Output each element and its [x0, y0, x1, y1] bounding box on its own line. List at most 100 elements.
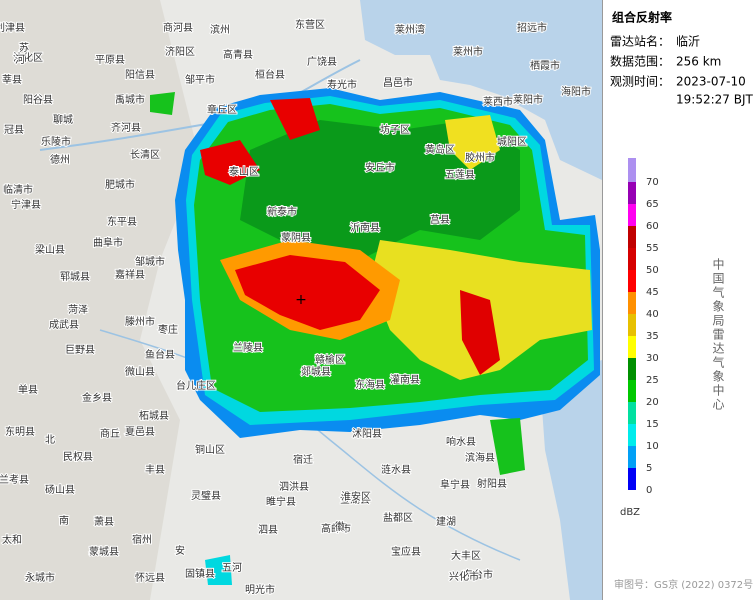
- place-label: 海阳市: [561, 85, 591, 98]
- legend-swatch: [628, 158, 636, 182]
- place-label: 乐陵市: [41, 135, 71, 148]
- place-label: 宝应县: [391, 545, 421, 558]
- legend-tick-label: 10: [646, 441, 659, 452]
- place-label: 宁津县: [11, 198, 41, 211]
- legend-swatch: [628, 226, 636, 248]
- place-label: 东海县: [355, 378, 385, 391]
- legend-tick-label: 60: [646, 221, 659, 232]
- place-label: 栖霞市: [530, 59, 560, 72]
- place-label: 聊城: [53, 113, 73, 126]
- info-panel: 组合反射率 雷达站名： 临沂 数据范围： 256 km 观测时间： 2023-0…: [602, 0, 756, 600]
- legend-swatch: [628, 424, 636, 446]
- legend-tick-label: 50: [646, 265, 659, 276]
- place-label: 郓城县: [60, 271, 90, 283]
- river: [99, 329, 521, 561]
- legend-tick-label: 65: [646, 199, 659, 210]
- place-label: 莘县: [2, 73, 22, 86]
- place-label: 枣庄: [158, 323, 178, 336]
- legend-swatch: [628, 446, 636, 468]
- place-label: 桓台县: [255, 68, 285, 81]
- place-label: 莱州市: [453, 45, 483, 58]
- legend-swatch: [628, 292, 636, 314]
- time-label: 观测时间：: [610, 75, 670, 89]
- place-label: 招远市: [517, 21, 547, 34]
- radar-site-marker: +: [295, 292, 307, 308]
- place-label: 蒙阴县: [281, 231, 311, 244]
- place-label: 柘城县: [139, 409, 169, 422]
- place-label: 肥城市: [105, 178, 135, 191]
- place-label: 黄岛区: [425, 143, 455, 156]
- place-label: 赣榆区: [315, 353, 345, 366]
- legend-tick-label: 70: [646, 177, 659, 188]
- place-label: 寿光市: [327, 78, 357, 91]
- place-label: 嘉祥县: [115, 268, 145, 281]
- place-label: 鱼台县: [145, 348, 175, 361]
- place-label: 砀山县: [45, 484, 75, 496]
- place-label: 曲阜市: [93, 236, 123, 249]
- radar-echo: [150, 88, 600, 585]
- place-label: 宿迁: [293, 453, 313, 466]
- legend-tick-label: 30: [646, 353, 659, 364]
- echo-red: [270, 98, 320, 140]
- legend-swatch: [628, 270, 636, 292]
- legend-swatch: [628, 182, 636, 204]
- place-label: 利津县: [0, 22, 25, 34]
- time: 19:52:27 BJT: [676, 93, 753, 107]
- place-label: 高邮市: [321, 522, 351, 535]
- place-label: 菏泽: [68, 304, 88, 316]
- place-label: 东平县: [107, 215, 137, 228]
- place-label: 平原县: [95, 54, 125, 66]
- echo-green: [150, 92, 175, 115]
- place-label: 微山县: [125, 365, 155, 378]
- place-label: 阳谷县: [23, 94, 53, 106]
- place-label: 丰县: [145, 463, 165, 476]
- range-label: 数据范围：: [610, 54, 670, 69]
- legend-swatch: [628, 248, 636, 270]
- agency: 中国气象局雷达气象中心: [711, 257, 725, 412]
- place-label: 德州: [50, 153, 70, 166]
- legend-tick-label: 25: [646, 375, 659, 386]
- place-label: 郯城县: [301, 365, 331, 378]
- place-label: 沂南县: [350, 221, 380, 234]
- range: 256 km: [676, 55, 721, 69]
- place-label: 五莲县: [445, 169, 475, 181]
- place-label: 金乡县: [82, 391, 112, 404]
- place-label: 东明县: [5, 425, 35, 438]
- legend-swatch: [628, 204, 636, 226]
- place-label: 滨州: [210, 23, 230, 36]
- legend-unit: dBZ: [620, 507, 640, 518]
- legend-tick-label: 20: [646, 397, 659, 408]
- place-label: 明光市: [245, 583, 275, 596]
- place-label: 泗洪县: [279, 481, 309, 493]
- place-label: 响水县: [446, 435, 476, 448]
- place-label: 萧县: [94, 516, 114, 528]
- legend-swatch: [628, 358, 636, 380]
- echo-red: [200, 140, 260, 185]
- place-label: 金湖县: [340, 493, 370, 506]
- echo-yellow: [445, 115, 500, 170]
- place-label: 巨野县: [65, 344, 95, 356]
- sea: [540, 360, 602, 600]
- place-label: 建湖: [436, 515, 456, 528]
- place-label: 安丘市: [365, 161, 395, 174]
- place-label: 邹平市: [185, 73, 215, 86]
- terrain: [0, 0, 200, 600]
- place-label: 铜山区: [195, 444, 225, 456]
- place-label: 商河县: [163, 21, 193, 34]
- place-label: 兰考县: [0, 473, 29, 486]
- place-label: 民权县: [63, 450, 93, 463]
- place-label: 邹城市: [135, 255, 165, 268]
- place-label: 梁山县: [35, 243, 65, 256]
- place-label: 阳信县: [125, 69, 155, 81]
- place-label: 新泰市: [267, 205, 297, 218]
- place-label: 济阳区: [165, 45, 195, 58]
- place-label: 莱州湾: [395, 23, 425, 36]
- place-label: 高青县: [223, 48, 253, 61]
- place-label: 广饶县: [307, 55, 337, 68]
- place-label: 沾化区: [13, 51, 43, 64]
- place-label: 泰山区: [229, 165, 259, 178]
- place-label: 胶州市: [465, 151, 495, 164]
